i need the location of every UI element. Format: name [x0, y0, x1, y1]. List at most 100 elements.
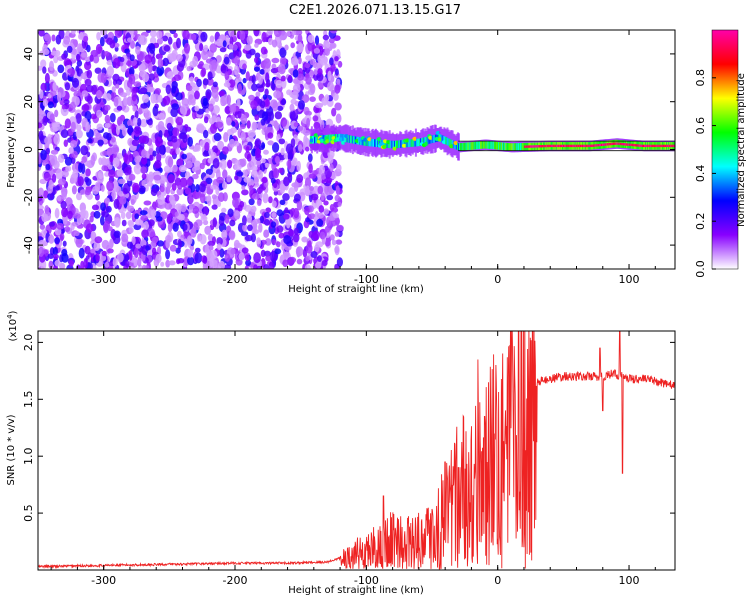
signal-peak: [524, 145, 527, 148]
noise-cell: [217, 260, 226, 269]
noise-cell: [337, 201, 342, 207]
noise-cell: [114, 30, 123, 38]
noise-cell: [289, 103, 295, 112]
noise-cell: [217, 200, 222, 207]
noise-cell: [278, 167, 283, 174]
noise-cell: [38, 107, 43, 117]
signal-core: [510, 143, 513, 151]
signal-core: [404, 139, 407, 148]
noise-cell: [190, 33, 197, 41]
noise-cell: [250, 165, 258, 172]
noise-cell: [293, 122, 299, 128]
noise-cell: [259, 100, 266, 109]
noise-cell: [281, 98, 287, 106]
noise-cell: [210, 98, 216, 105]
noise-cell: [78, 247, 85, 259]
signal-peak: [579, 144, 582, 148]
noise-cell: [290, 57, 299, 66]
signal-core: [385, 140, 388, 148]
noise-cell: [321, 97, 329, 106]
noise-cell: [185, 85, 193, 92]
signal-peak: [632, 143, 635, 147]
noise-cell: [124, 260, 130, 268]
signal-core: [396, 140, 398, 149]
signal-core: [496, 142, 499, 150]
noise-cell: [57, 64, 65, 74]
noise-cell: [112, 257, 118, 267]
noise-cell: [323, 200, 329, 206]
noise-cell: [245, 146, 250, 153]
signal-core: [364, 138, 367, 146]
noise-cell: [261, 31, 267, 43]
noise-cell: [101, 250, 107, 257]
noise-cell: [134, 155, 141, 164]
noise-cell: [199, 43, 204, 52]
noise-cell: [227, 208, 234, 218]
noise-cell: [203, 116, 209, 124]
noise-cell: [310, 251, 318, 258]
noise-cell: [271, 212, 277, 218]
signal-core: [468, 142, 471, 150]
noise-cell: [166, 181, 172, 190]
noise-cell: [198, 183, 206, 193]
noise-cell: [191, 155, 196, 164]
noise-cell: [201, 49, 209, 61]
noise-cell: [59, 233, 65, 241]
noise-cell: [72, 48, 77, 55]
signal-core: [426, 136, 429, 145]
noise-cell: [329, 57, 334, 66]
noise-cell: [133, 247, 139, 259]
signal-peak: [526, 145, 529, 148]
noise-cell: [152, 105, 159, 117]
noise-cell: [47, 101, 54, 109]
snr-frame: [37, 330, 676, 571]
noise-cell: [140, 166, 147, 174]
noise-cell: [305, 76, 312, 85]
noise-cell: [211, 62, 217, 72]
noise-cell: [194, 252, 203, 264]
noise-cell: [219, 248, 225, 258]
noise-cell: [187, 136, 193, 147]
noise-cell: [201, 67, 207, 77]
noise-cell: [52, 81, 57, 92]
noise-cell: [185, 163, 193, 169]
noise-cell: [113, 230, 121, 239]
noise-cell: [269, 250, 278, 262]
noise-cell: [253, 218, 261, 224]
noise-cell: [224, 106, 231, 114]
noise-cell: [318, 164, 325, 176]
noise-cell: [152, 247, 157, 255]
noise-cell: [100, 215, 105, 226]
noise-cell: [141, 93, 150, 103]
noise-cell: [241, 189, 249, 196]
noise-cell: [215, 121, 224, 128]
noise-cell: [327, 81, 334, 92]
noise-cell: [76, 60, 83, 67]
signal-core: [327, 134, 330, 143]
noise-cell: [156, 65, 165, 76]
noise-cell: [64, 226, 70, 233]
noise-cell: [224, 71, 230, 81]
noise-cell: [226, 117, 232, 126]
noise-cell: [332, 92, 339, 101]
noise-cell: [86, 69, 93, 79]
noise-cell: [213, 132, 222, 142]
signal-core: [515, 143, 518, 151]
noise-cell: [50, 50, 58, 56]
noise-cell: [83, 35, 89, 43]
noise-cell: [318, 205, 325, 213]
noise-cell: [190, 227, 197, 238]
signal-peak: [662, 144, 665, 148]
noise-cell: [140, 214, 148, 221]
noise-cell: [49, 113, 55, 123]
noise-cell: [149, 43, 156, 54]
noise-cell: [248, 94, 255, 101]
noise-cell: [123, 152, 128, 163]
y-tick-label: 0.5: [22, 504, 35, 522]
y-tick-label: 20: [22, 95, 35, 109]
noise-cell: [195, 247, 201, 253]
noise-cell: [189, 76, 194, 83]
signal-core: [474, 141, 477, 150]
noise-cell: [212, 217, 217, 228]
